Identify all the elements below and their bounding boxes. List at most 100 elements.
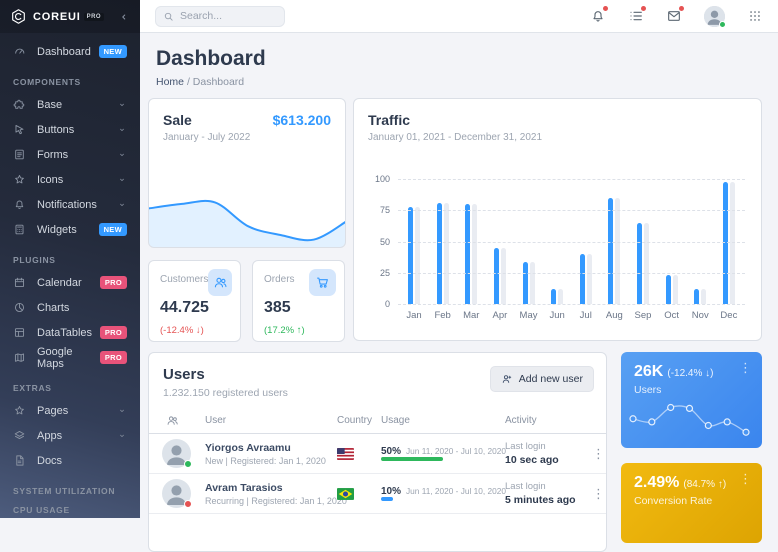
- sidebar-item-docs[interactable]: Docs: [0, 448, 140, 473]
- traffic-bar: [472, 204, 478, 304]
- notification-dot-badge: [641, 6, 646, 11]
- traffic-bar: [529, 261, 535, 304]
- breadcrumb-current: Dashboard: [192, 76, 245, 88]
- sidebar-item-label: Dashboard: [37, 45, 91, 58]
- traffic-period: January 01, 2021 - December 31, 2021: [368, 132, 542, 143]
- sale-area-chart: [149, 199, 345, 247]
- activity-value: 10 sec ago: [505, 454, 559, 466]
- users-widget-label: Users: [634, 384, 662, 396]
- traffic-bar-group: [408, 206, 420, 304]
- sidebar-item-pages[interactable]: Pages: [0, 398, 140, 423]
- sale-card: Sale $613.200 January - July 2022: [148, 98, 346, 248]
- gridline: [398, 241, 745, 243]
- traffic-bar: [436, 202, 442, 304]
- sidebar-item-charts[interactable]: Charts: [0, 295, 140, 320]
- usage-percent: 50%: [381, 446, 402, 457]
- column-usage: Usage: [381, 415, 410, 426]
- traffic-bar: [665, 275, 671, 304]
- document-icon: [16, 455, 24, 466]
- breadcrumb-home-link[interactable]: Home: [156, 76, 185, 88]
- usage-period: Jun 11, 2020 - Jul 10, 2020: [406, 446, 506, 456]
- page-header: Dashboard Home / Dashboard: [140, 33, 778, 88]
- customers-value: 44.725: [160, 299, 209, 316]
- speedometer-icon: [15, 48, 25, 54]
- sidebar-item-apps[interactable]: Apps: [0, 423, 140, 448]
- sidebar-item-buttons[interactable]: Buttons: [0, 117, 140, 142]
- chevron-down-icon: [120, 153, 124, 156]
- x-axis-tick: Mar: [463, 310, 480, 321]
- customers-card: Customers 44.725 (-12.4% ↓): [148, 260, 241, 342]
- y-axis-tick: 100: [374, 174, 390, 184]
- sidebar-item-label: Buttons: [37, 123, 75, 136]
- sale-title: Sale: [163, 112, 192, 128]
- notifications-bell-icon[interactable]: [590, 6, 608, 24]
- users-subtitle: 1.232.150 registered users: [163, 387, 288, 399]
- sidebar-item-widgets[interactable]: Widgets NEW: [0, 217, 140, 242]
- traffic-bar-group: [493, 247, 506, 304]
- traffic-bar-group: [522, 261, 535, 304]
- notification-dot-badge: [679, 6, 684, 11]
- customers-label: Customers: [160, 274, 209, 285]
- widget-menu-kebab-icon[interactable]: ⋮: [739, 471, 752, 486]
- traffic-bar-group: [608, 197, 621, 304]
- sidebar-collapse-icon[interactable]: [118, 11, 130, 23]
- user-meta: New | Registered: Jan 1, 2020: [205, 455, 326, 466]
- add-new-user-button[interactable]: Add new user: [489, 366, 594, 392]
- chevron-down-icon: [120, 128, 124, 131]
- traffic-bar-group: [579, 254, 592, 304]
- activity-label: Last login: [505, 481, 546, 492]
- x-axis-tick: Dec: [720, 310, 738, 321]
- sale-period: January - July 2022: [163, 132, 251, 143]
- sidebar-item-datatables[interactable]: DataTables PRO: [0, 320, 140, 345]
- traffic-bar: [443, 202, 449, 304]
- row-menu-kebab-icon[interactable]: ⋮: [592, 446, 605, 461]
- notification-dot-badge: [603, 6, 608, 11]
- search-input[interactable]: [180, 10, 277, 22]
- header-icons: [590, 5, 763, 28]
- sale-value: $613.200: [272, 112, 331, 128]
- widget-menu-kebab-icon[interactable]: ⋮: [739, 360, 752, 375]
- search-box[interactable]: [155, 5, 285, 27]
- tasks-list-icon[interactable]: [628, 6, 646, 24]
- user-avatar[interactable]: [704, 5, 726, 28]
- sidebar-item-notifications[interactable]: Notifications: [0, 192, 140, 217]
- row-menu-kebab-icon[interactable]: ⋮: [592, 486, 605, 501]
- user-name: Avram Tarasios: [205, 481, 283, 494]
- sidebar-item-forms[interactable]: Forms: [0, 142, 140, 167]
- usage-progress-bar: [381, 497, 505, 501]
- user-name: Yiorgos Avraamu: [205, 441, 291, 454]
- traffic-bar: [579, 254, 585, 304]
- person-plus-icon: [502, 375, 511, 383]
- column-user: User: [205, 415, 227, 426]
- map-icon: [14, 353, 25, 362]
- top-header: [140, 0, 778, 33]
- traffic-bar-group: [637, 222, 649, 304]
- sidebar-cpu-usage-label: CPU USAGE: [13, 505, 70, 515]
- sidebar-item-icons[interactable]: Icons: [0, 167, 140, 192]
- orders-value: 385: [264, 299, 291, 316]
- y-axis-tick: 0: [384, 299, 390, 309]
- sidebar-brand: COREUI PRO: [0, 0, 140, 33]
- sidebar-item-base[interactable]: Base: [0, 92, 140, 117]
- sidebar-section-plugins: PLUGINS: [13, 255, 56, 265]
- messages-envelope-icon[interactable]: [666, 6, 684, 24]
- traffic-card: Traffic January 01, 2021 - December 31, …: [353, 98, 762, 341]
- sidebar-item-calendar[interactable]: Calendar PRO: [0, 270, 140, 295]
- activity-value: 5 minutes ago: [505, 494, 576, 506]
- orders-card: Orders 385 (17.2% ↑): [252, 260, 345, 342]
- users-table: User Country Usage Activity Yiorgos Avra…: [149, 408, 606, 514]
- traffic-bar: [586, 254, 592, 304]
- x-axis-tick: Jan: [406, 310, 422, 321]
- bell-icon: [15, 200, 24, 210]
- users-title: Users: [163, 366, 205, 383]
- traffic-bar-group: [722, 181, 735, 304]
- usage-period: Jun 11, 2020 - Jul 10, 2020: [406, 486, 506, 496]
- star-icon: [15, 174, 24, 184]
- sidebar-item-google-maps[interactable]: Google Maps PRO: [0, 345, 140, 370]
- people-column-icon: [167, 416, 178, 425]
- x-axis-tick: Oct: [664, 310, 680, 321]
- apps-grid-icon[interactable]: [747, 8, 763, 24]
- activity-label: Last login: [505, 441, 546, 452]
- sidebar-item-dashboard[interactable]: Dashboard NEW: [0, 39, 140, 64]
- traffic-bar-group: [665, 275, 678, 304]
